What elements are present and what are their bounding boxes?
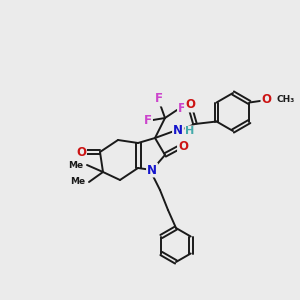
Text: O: O [76, 146, 86, 158]
Text: F: F [144, 113, 152, 127]
Text: Me: Me [68, 160, 83, 169]
Text: O: O [262, 93, 272, 106]
Text: O: O [185, 98, 195, 112]
Text: CH₃: CH₃ [277, 95, 295, 104]
Text: F: F [155, 92, 163, 106]
Text: O: O [178, 140, 188, 154]
Text: H: H [185, 126, 194, 136]
Text: F: F [178, 103, 186, 116]
Text: N: N [173, 124, 183, 136]
Text: Me: Me [70, 178, 85, 187]
Text: N: N [147, 164, 157, 176]
